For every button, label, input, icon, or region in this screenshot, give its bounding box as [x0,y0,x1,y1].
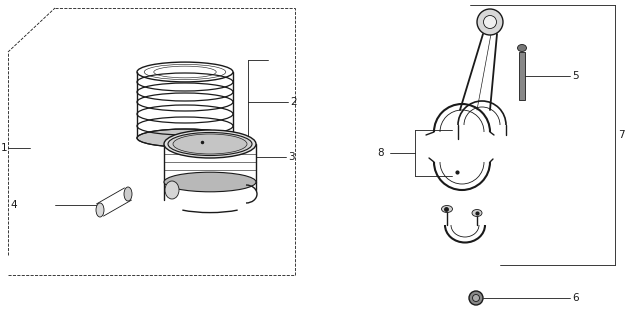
Text: 6: 6 [572,293,578,303]
Ellipse shape [124,187,132,201]
Text: 5: 5 [572,71,578,81]
Ellipse shape [472,294,479,301]
Ellipse shape [168,132,252,156]
Ellipse shape [164,172,256,192]
Text: 4: 4 [10,200,16,210]
Ellipse shape [164,130,256,158]
Text: 8: 8 [377,148,384,158]
Text: 2: 2 [290,97,297,107]
Ellipse shape [472,210,482,217]
Ellipse shape [173,134,247,154]
Bar [519,52,525,100]
Ellipse shape [517,44,527,52]
Ellipse shape [483,15,496,28]
Text: 3: 3 [288,152,295,162]
Text: 1: 1 [1,143,8,153]
Ellipse shape [477,9,503,35]
Ellipse shape [137,129,233,147]
Ellipse shape [96,203,104,217]
Ellipse shape [442,205,452,212]
Ellipse shape [165,181,179,199]
Text: 7: 7 [618,130,624,140]
Ellipse shape [469,291,483,305]
